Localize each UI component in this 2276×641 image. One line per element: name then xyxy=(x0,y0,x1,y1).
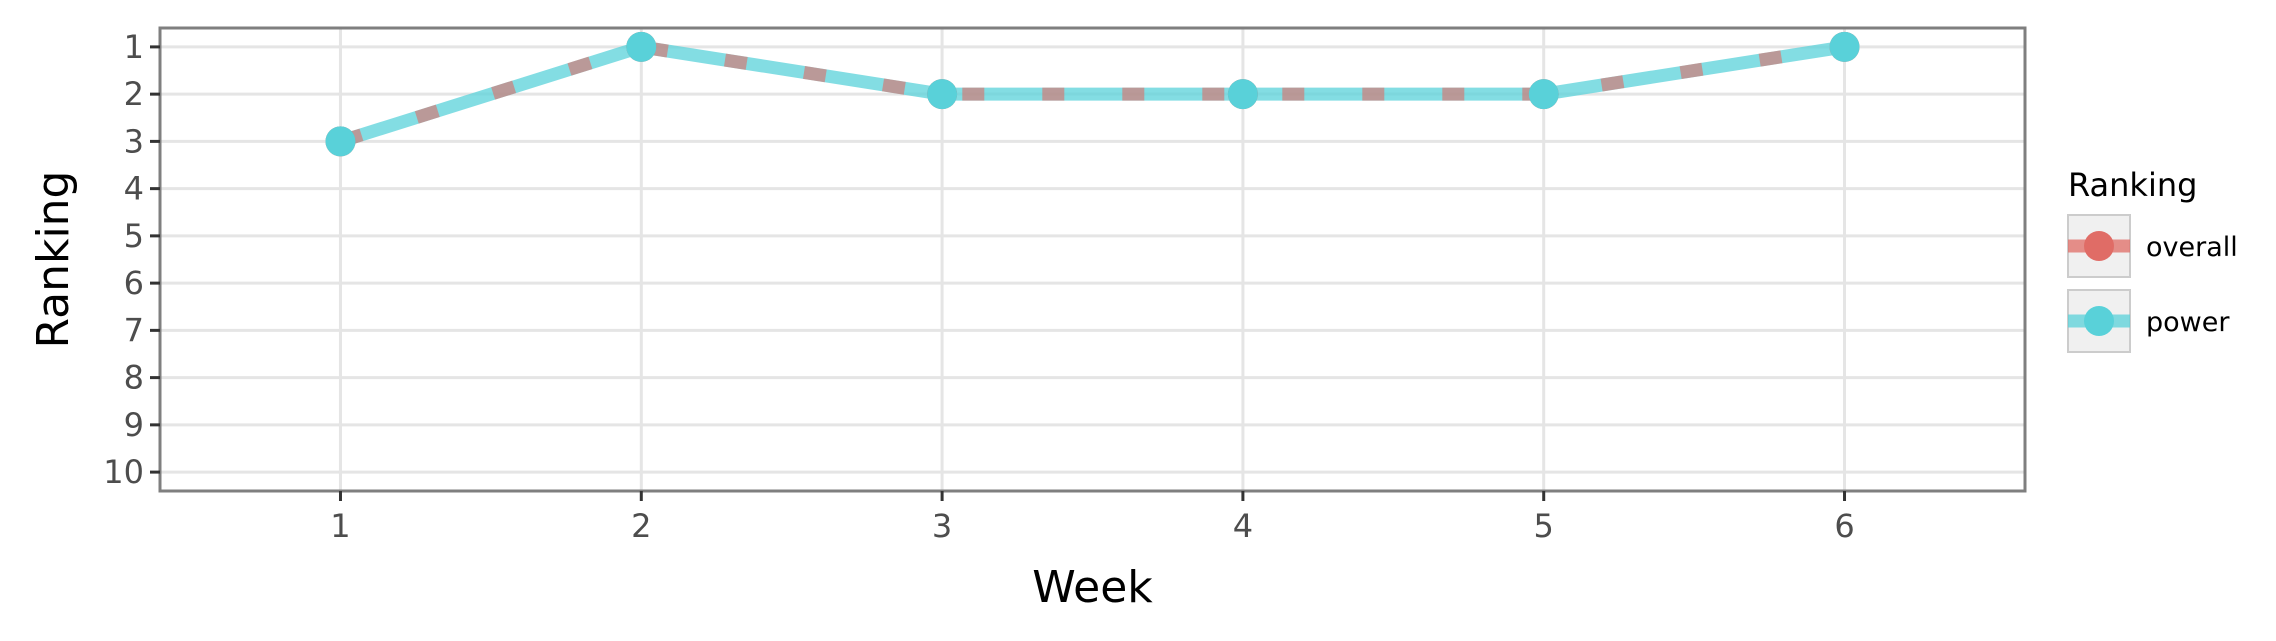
x-tick-label: 4 xyxy=(1233,507,1253,545)
legend-key-point-power xyxy=(2084,306,2114,336)
y-tick-label: 4 xyxy=(124,170,144,208)
legend-title: Ranking xyxy=(2068,166,2197,204)
data-point-power xyxy=(927,79,958,110)
x-tick-label: 5 xyxy=(1534,507,1554,545)
data-point-power xyxy=(1829,31,1860,62)
y-tick-label: 6 xyxy=(124,264,144,302)
data-point-power xyxy=(1227,79,1258,110)
y-tick-label: 7 xyxy=(124,311,144,349)
x-tick-label: 2 xyxy=(631,507,651,545)
legend: Ranking overall power xyxy=(2067,166,2238,353)
legend-label-overall: overall xyxy=(2146,232,2238,263)
x-tick-label: 6 xyxy=(1834,507,1854,545)
data-point-power xyxy=(626,31,657,62)
axis-ticks xyxy=(150,45,1847,501)
y-tick-label: 10 xyxy=(103,453,144,491)
legend-key-point-overall xyxy=(2084,231,2114,261)
series-layer xyxy=(325,31,1860,157)
y-tick-label: 2 xyxy=(124,75,144,113)
y-tick-label: 1 xyxy=(124,28,144,66)
grid xyxy=(160,28,2025,491)
y-tick-label: 5 xyxy=(124,217,144,255)
y-tick-label: 8 xyxy=(124,359,144,397)
y-axis-title: Ranking xyxy=(28,171,79,349)
plot-panel xyxy=(158,26,2027,493)
series-line-power xyxy=(338,40,1846,148)
x-tick-label: 1 xyxy=(330,507,350,545)
data-point-power xyxy=(325,126,356,157)
y-tick-label: 9 xyxy=(124,406,144,444)
x-axis-title: Week xyxy=(1032,562,1153,613)
tick-labels: 1 2 3 4 5 6 7 8 9 10 1 2 3 4 5 6 xyxy=(103,28,1854,545)
legend-label-power: power xyxy=(2146,307,2230,338)
x-tick-label: 3 xyxy=(932,507,952,545)
y-tick-label: 3 xyxy=(124,122,144,160)
data-point-power xyxy=(1528,79,1559,110)
